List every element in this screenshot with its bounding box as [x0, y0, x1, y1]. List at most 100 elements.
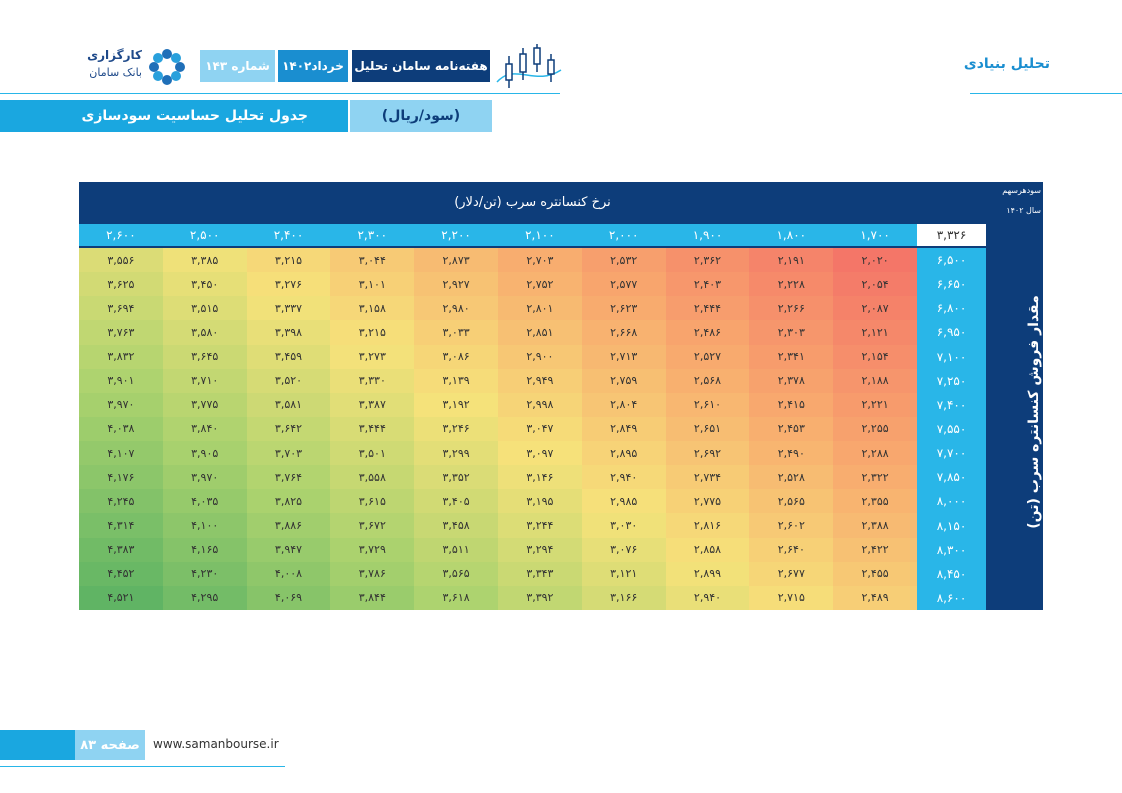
table-cell: ۳,۲۴۶	[414, 416, 498, 442]
table-cell: ۳,۷۰۳	[246, 441, 331, 466]
table-cell: ۳,۹۷۰	[162, 465, 247, 490]
table-cell: ۲,۶۲۳	[581, 296, 666, 321]
table-cell: ۲,۳۴۱	[749, 344, 834, 369]
table-cell: ۳,۹۰۵	[162, 441, 247, 466]
table-cell: ۳,۰۴۷	[498, 416, 582, 442]
table-cell: ۳,۰۷۶	[581, 537, 666, 562]
table-cell: ۲,۶۵۱	[665, 416, 750, 442]
table-cell: ۲,۸۵۸	[665, 537, 750, 562]
table-cell: ۳,۰۴۴	[330, 248, 415, 273]
table-cell: ۳,۱۴۶	[498, 465, 582, 490]
table-cell: ۳,۴۰۵	[414, 489, 498, 514]
row-header: ۶,۹۵۰	[917, 320, 986, 345]
table-cell: ۳,۹۴۷	[246, 537, 331, 562]
table-cell: ۳,۷۲۹	[330, 537, 415, 562]
table-cell: ۲,۱۲۱	[833, 320, 917, 345]
table-cell: ۲,۳۸۸	[833, 513, 917, 538]
table-cell: ۲,۲۲۸	[749, 272, 834, 297]
table-cell: ۲,۹۴۹	[498, 368, 582, 393]
table-cell: ۳,۲۱۵	[246, 248, 331, 273]
table-cell: ۲,۵۳۲	[581, 248, 666, 273]
table-cell: ۲,۶۴۰	[749, 537, 834, 562]
table-cell: ۲,۸۴۹	[581, 416, 666, 442]
column-header: ۲,۰۰۰	[581, 224, 666, 246]
table-cell: ۳,۲۷۳	[330, 344, 415, 369]
table-cell: ۳,۱۹۵	[498, 489, 582, 514]
table-cell: ۳,۴۵۸	[414, 513, 498, 538]
page-number: صفحه ۸۳	[75, 730, 145, 760]
table-cell: ۳,۰۳۳	[414, 320, 498, 345]
website: www.samanbourse.ir	[153, 737, 279, 751]
column-header: ۲,۳۰۰	[330, 224, 415, 246]
corner-value: ۳,۳۲۶	[917, 224, 986, 246]
row-header: ۶,۵۰۰	[917, 248, 986, 273]
table-cell: ۲,۸۰۴	[581, 392, 666, 417]
table-cell: ۲,۵۲۸	[749, 465, 834, 490]
table-cell: ۳,۷۱۰	[162, 368, 247, 393]
column-header: ۱,۷۰۰	[833, 224, 917, 246]
table-cell: ۲,۸۹۹	[665, 561, 750, 586]
table-cell: ۲,۹۴۰	[581, 465, 666, 490]
table-cell: ۳,۱۳۹	[414, 368, 498, 393]
date-box: خرداد۱۴۰۲	[278, 50, 348, 82]
table-cell: ۳,۷۶۴	[246, 465, 331, 490]
table-cell: ۳,۳۴۳	[498, 561, 582, 586]
row-header: ۸,۰۰۰	[917, 489, 986, 514]
table-cell: ۲,۹۸۵	[581, 489, 666, 514]
table-cell: ۲,۱۵۴	[833, 344, 917, 369]
column-header: ۱,۸۰۰	[749, 224, 834, 246]
table-cell: ۲,۰۵۴	[833, 272, 917, 297]
logo-text: بانک سامان	[89, 66, 142, 79]
table-cell: ۴,۲۹۵	[162, 585, 247, 610]
table-cell: ۲,۰۲۰	[833, 248, 917, 273]
table-cell: ۳,۵۵۸	[330, 465, 415, 490]
table-cell: ۲,۲۶۶	[749, 296, 834, 321]
rule	[970, 93, 1122, 94]
table-cell: ۳,۶۱۸	[414, 585, 498, 610]
table-cell: ۴,۱۰۰	[162, 513, 247, 538]
table-cell: ۳,۳۹۸	[246, 320, 331, 345]
table-cell: ۲,۵۲۷	[665, 344, 750, 369]
table-cell: ۴,۲۳۰	[162, 561, 247, 586]
table-cell: ۲,۴۵۵	[833, 561, 917, 586]
table-cell: ۳,۱۰۱	[330, 272, 415, 297]
table-cell: ۲,۳۷۸	[749, 368, 834, 393]
table-cell: ۲,۹۴۰	[665, 585, 750, 610]
table-cell: ۲,۴۹۰	[749, 441, 834, 466]
column-title: نرخ کنسانتره سرب (تن/دلار)	[454, 194, 611, 210]
row-header: ۸,۳۰۰	[917, 537, 986, 562]
table-cell: ۲,۳۰۳	[749, 320, 834, 345]
table-cell: ۲,۴۸۹	[833, 585, 917, 610]
table-cell: ۳,۸۴۴	[330, 585, 415, 610]
column-header: ۱,۹۰۰	[665, 224, 750, 246]
table-cell: ۲,۲۲۱	[833, 392, 917, 417]
table-cell: ۳,۴۵۹	[246, 344, 331, 369]
table-cell: ۳,۳۵۲	[414, 465, 498, 490]
table-cell: ۲,۶۶۸	[581, 320, 666, 345]
table-cell: ۲,۴۱۵	[749, 392, 834, 417]
table-cell: ۴,۱۶۵	[162, 537, 247, 562]
row-header: ۶,۶۵۰	[917, 272, 986, 297]
corner-subtitle: سال ۱۴۰۲	[1006, 206, 1041, 215]
table-cell: ۴,۲۴۵	[79, 489, 163, 514]
table-cell: ۲,۸۰۱	[498, 296, 582, 321]
table-cell: ۲,۲۸۸	[833, 441, 917, 466]
row-header: ۷,۸۵۰	[917, 465, 986, 490]
table-cell: ۲,۵۷۷	[581, 272, 666, 297]
table-cell: ۳,۸۴۰	[162, 416, 247, 442]
table-cell: ۲,۸۱۶	[665, 513, 750, 538]
table-cell: ۲,۴۸۶	[665, 320, 750, 345]
table-cell: ۲,۷۵۲	[498, 272, 582, 297]
table-cell: ۲,۷۱۵	[749, 585, 834, 610]
table-cell: ۳,۰۸۶	[414, 344, 498, 369]
issue-box: شماره ۱۴۳	[200, 50, 275, 82]
table-cell: ۴,۰۰۸	[246, 561, 331, 586]
table-cell: ۲,۱۸۸	[833, 368, 917, 393]
section-title: تحلیل بنیادی	[963, 56, 1050, 72]
table-cell: ۳,۰۹۷	[498, 441, 582, 466]
banner-unit: (سود/ریال)	[350, 100, 492, 132]
logo-icon	[149, 49, 185, 85]
table-cell: ۳,۹۰۱	[79, 368, 163, 393]
table-cell: ۳,۷۶۳	[79, 320, 163, 345]
